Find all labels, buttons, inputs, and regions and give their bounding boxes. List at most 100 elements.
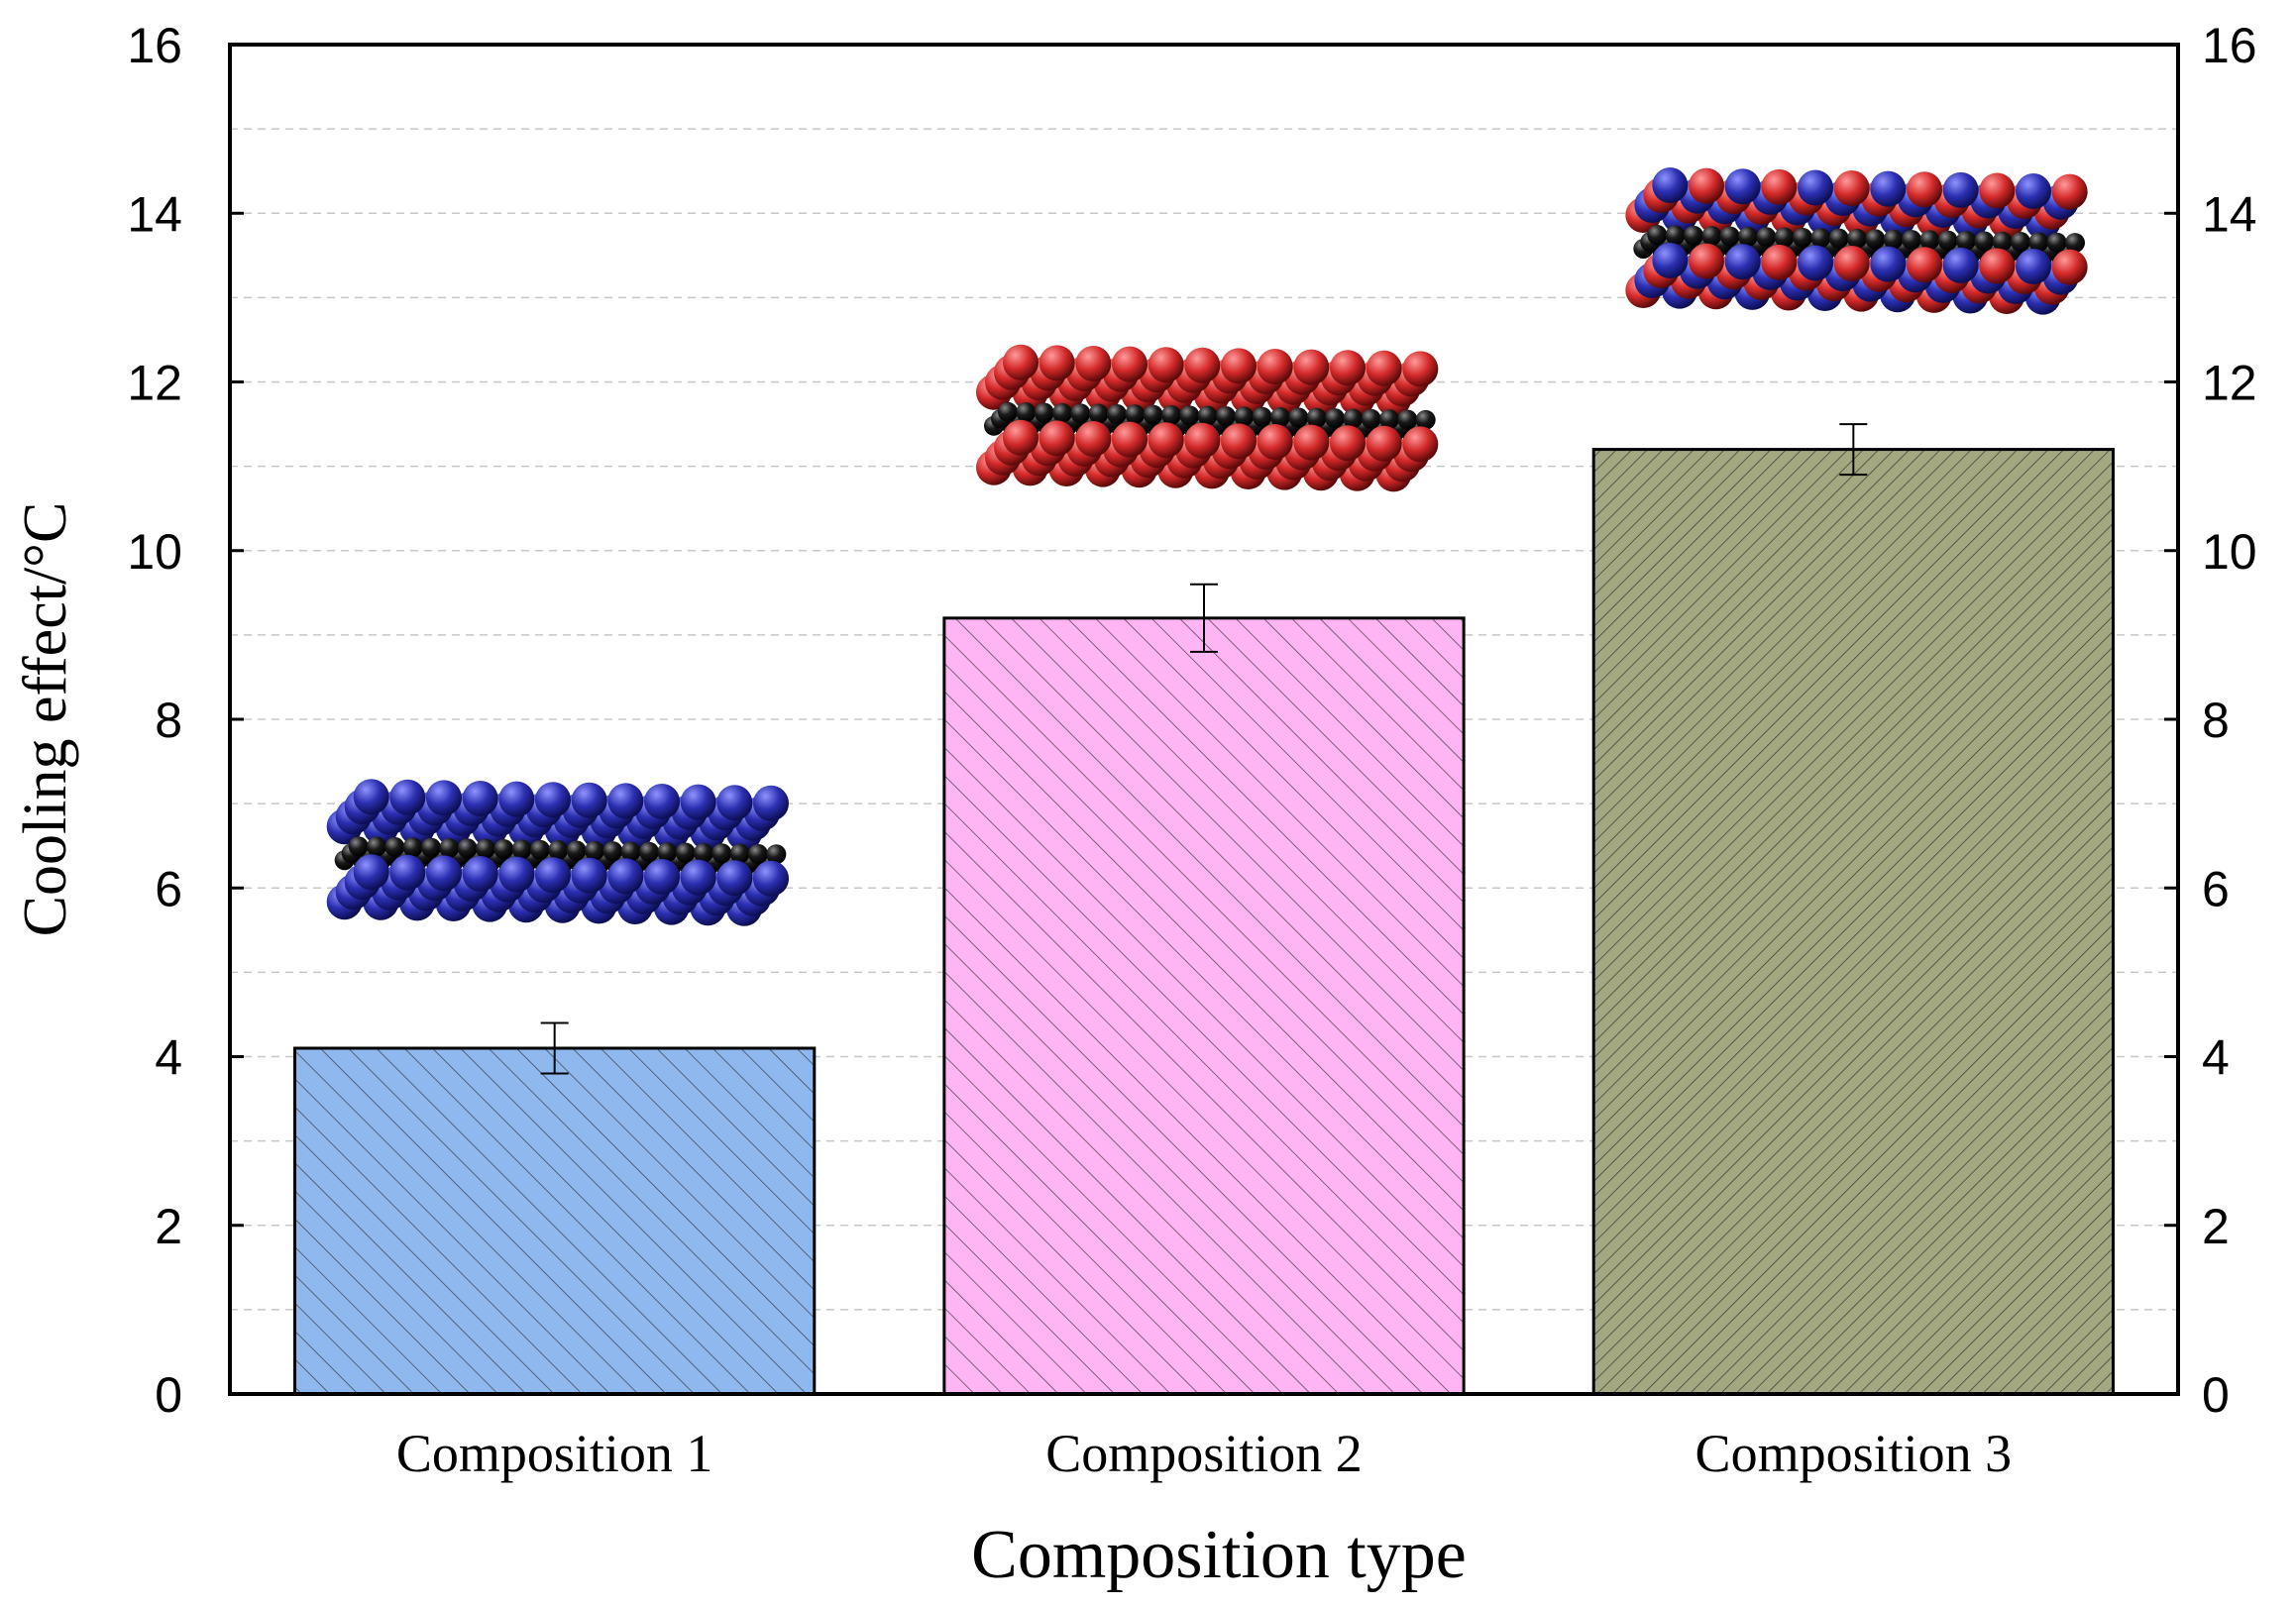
core-sphere — [2028, 232, 2049, 253]
core-sphere — [1647, 225, 1668, 246]
sphere — [1907, 247, 1942, 283]
sphere-layer — [326, 854, 789, 926]
sphere — [1221, 348, 1257, 384]
y2-tick-label: 4 — [2202, 1030, 2230, 1086]
sphere — [2016, 249, 2051, 285]
sphere — [1942, 171, 1979, 208]
sphere — [680, 859, 716, 896]
core-sphere — [1810, 228, 1831, 249]
sphere — [1148, 422, 1184, 459]
sphere-layer — [326, 779, 789, 851]
bar-hatch — [1591, 448, 2115, 1396]
sphere — [1761, 168, 1798, 205]
sphere — [462, 781, 498, 816]
core-sphere — [1919, 230, 1940, 251]
x-category-label: Composition 3 — [1695, 1424, 2013, 1483]
sphere — [1148, 347, 1184, 383]
sphere — [2016, 173, 2051, 210]
core-sphere — [439, 837, 460, 858]
core-sphere — [457, 838, 478, 859]
core-sphere — [1016, 402, 1037, 423]
core-sphere — [1974, 231, 1995, 252]
sphere — [1184, 347, 1221, 383]
y-axis-left: 0 2 4 6 8 10 12 14 16 — [127, 18, 244, 1423]
sphere — [1366, 350, 1402, 386]
sphere — [462, 856, 498, 892]
core-sphere — [1034, 402, 1054, 423]
core-sphere — [1107, 403, 1127, 424]
core-sphere — [548, 840, 569, 861]
y-tick-label: 10 — [127, 524, 182, 580]
core-sphere — [1847, 228, 1867, 249]
sphere — [1039, 420, 1075, 457]
sphere — [1112, 346, 1148, 382]
sphere — [1402, 426, 1439, 463]
sphere — [1979, 248, 2016, 284]
core-sphere — [1070, 403, 1091, 424]
sphere — [1075, 421, 1112, 458]
bar-hatch — [942, 616, 1466, 1396]
core-sphere — [1197, 405, 1218, 426]
core-sphere — [729, 843, 750, 864]
sphere — [1798, 169, 1833, 206]
core-sphere — [1125, 404, 1146, 425]
sphere — [680, 784, 716, 820]
sphere — [1184, 422, 1221, 459]
core-sphere — [675, 842, 696, 863]
molecular-structures — [326, 167, 2088, 926]
y2-tick-label: 16 — [2202, 18, 2257, 73]
sphere — [535, 857, 571, 894]
y-tick-label: 2 — [155, 1199, 182, 1254]
y-tick-label: 6 — [155, 861, 182, 916]
sphere — [753, 785, 789, 821]
core-sphere — [1793, 227, 1812, 248]
sphere — [1257, 349, 1293, 385]
y2-tick-label: 14 — [2202, 186, 2257, 242]
sphere-layer — [1625, 167, 2088, 240]
sphere — [426, 855, 462, 892]
sphere-layer — [976, 344, 1439, 417]
sphere — [1293, 424, 1330, 461]
sphere — [1003, 344, 1039, 380]
sphere — [1833, 170, 1870, 207]
sphere — [498, 781, 535, 817]
sphere — [1798, 245, 1833, 281]
sphere — [498, 856, 535, 893]
sphere — [2051, 173, 2088, 210]
core-sphere — [566, 840, 587, 861]
y-axis-right: 0 2 4 6 8 10 12 14 16 — [2164, 18, 2257, 1423]
y-tick-label: 16 — [127, 18, 182, 73]
sphere — [716, 785, 753, 821]
core-sphere — [1361, 408, 1381, 429]
core-sphere — [1738, 226, 1758, 247]
core-sphere — [367, 836, 386, 857]
core-sphere — [998, 401, 1018, 422]
sphere — [1979, 172, 2016, 209]
core-sphere — [1665, 225, 1686, 246]
sphere — [1221, 423, 1257, 460]
y2-tick-label: 6 — [2202, 861, 2230, 916]
y2-tick-label: 0 — [2202, 1367, 2230, 1423]
layered-structure — [1625, 167, 2088, 315]
core-sphere — [1343, 408, 1364, 429]
core-sphere — [384, 836, 405, 857]
core-sphere — [585, 840, 604, 861]
sphere — [607, 783, 644, 819]
x-category-label: Composition 1 — [396, 1424, 713, 1483]
sphere — [1330, 425, 1366, 462]
sphere — [753, 860, 789, 897]
sphere — [389, 854, 426, 891]
y2-tick-label: 8 — [2202, 693, 2230, 748]
sphere — [2051, 249, 2088, 285]
sphere — [1330, 350, 1366, 386]
sphere — [1112, 421, 1148, 458]
core-sphere — [711, 843, 732, 864]
core-sphere — [1216, 406, 1236, 427]
y2-tick-label: 10 — [2202, 524, 2257, 580]
core-sphere — [1774, 227, 1795, 248]
sphere — [353, 854, 389, 891]
y-tick-label: 0 — [155, 1367, 182, 1423]
core-sphere — [476, 838, 495, 859]
core-sphere — [348, 836, 369, 857]
sphere — [1942, 247, 1979, 283]
